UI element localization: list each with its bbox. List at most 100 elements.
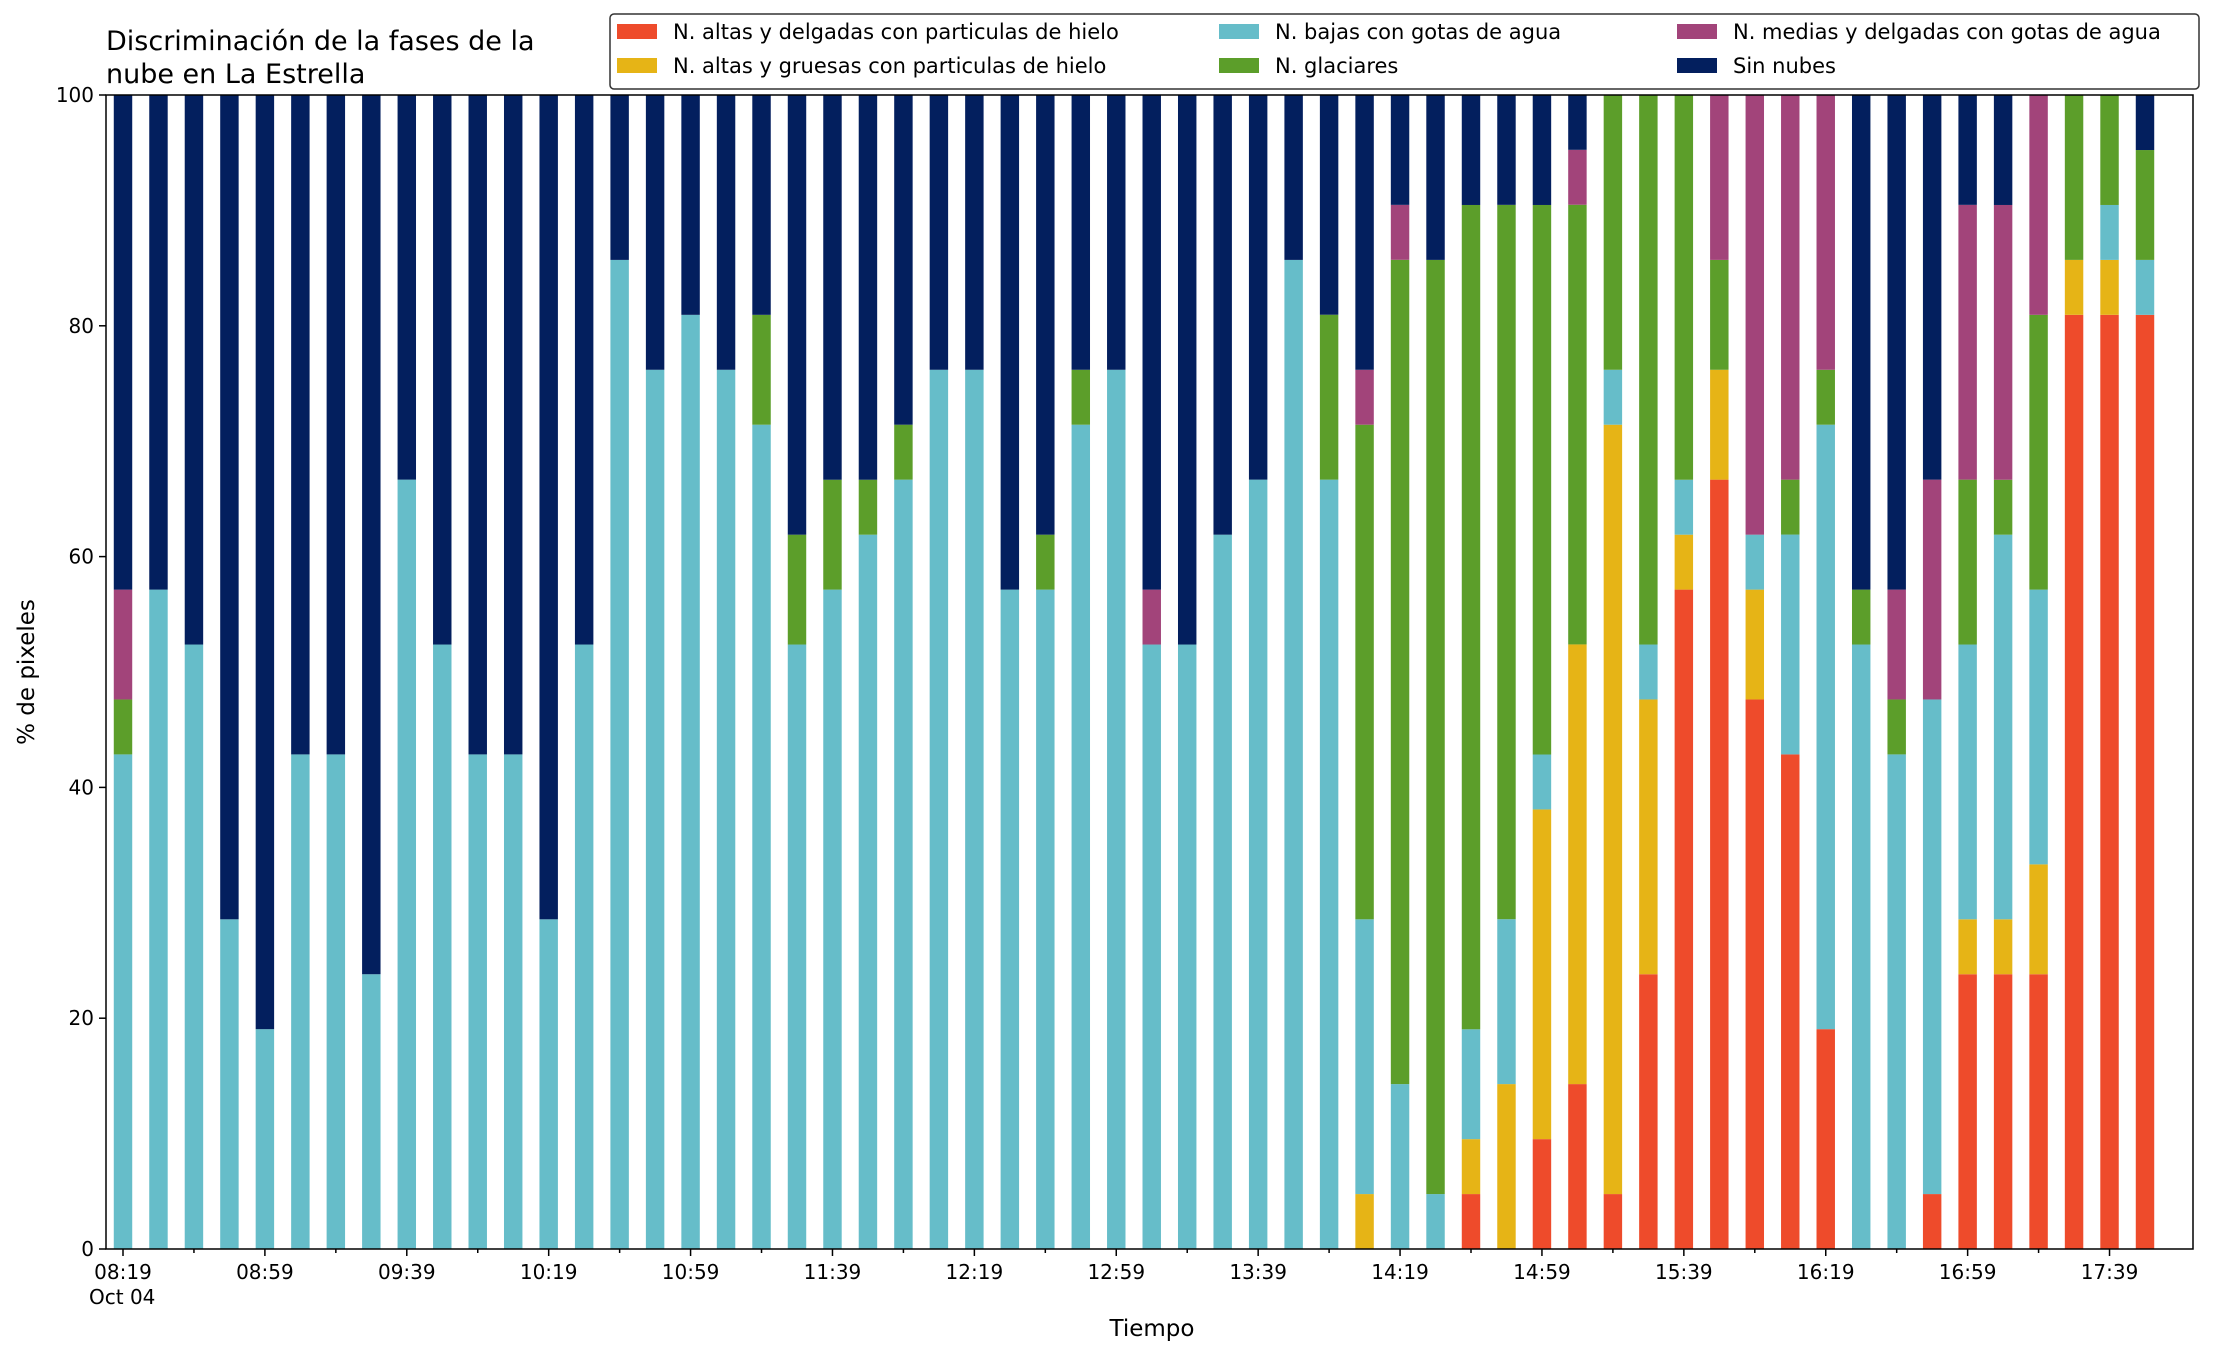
bar-segment xyxy=(1497,204,1516,920)
bar-segment xyxy=(433,644,452,1249)
y-tick-label: 40 xyxy=(69,775,94,799)
bar-segment xyxy=(1319,314,1339,480)
bar-segment xyxy=(2029,95,2048,315)
bar-segment xyxy=(929,369,949,1249)
bar-segment xyxy=(1142,589,1161,645)
bar-segment xyxy=(752,424,771,1249)
bar-segment xyxy=(1497,95,1516,205)
bar-segment xyxy=(1390,1084,1410,1249)
bar-segment xyxy=(716,369,736,1249)
bar-segment xyxy=(1745,534,1765,590)
bar-segment xyxy=(1461,204,1481,1030)
bar-segment xyxy=(2029,314,2048,590)
bar-segment xyxy=(752,95,771,315)
bar-segment xyxy=(255,95,275,1030)
legend-label: N. glaciares xyxy=(1275,54,1398,78)
bar-segment xyxy=(645,95,665,370)
bar-segment xyxy=(1781,754,1800,1249)
legend-swatch xyxy=(617,24,657,39)
bar-segment xyxy=(858,95,878,480)
bar-segment xyxy=(1710,479,1729,1250)
chart-title-line: Discriminación de la fases de la xyxy=(106,26,535,57)
x-tick-label: 17:39 xyxy=(2081,1260,2139,1284)
bar-segment xyxy=(1887,95,1906,590)
bar-segment xyxy=(610,95,629,260)
bar-segment xyxy=(1213,95,1232,535)
bar-segment xyxy=(574,644,594,1249)
bar-segment xyxy=(1603,424,1623,1195)
bar-segment xyxy=(149,589,168,1249)
bar-segment xyxy=(1000,589,1020,1249)
bar-segment xyxy=(1816,1029,1835,1249)
x-tick-label: 14:19 xyxy=(1371,1260,1429,1284)
bar-segment xyxy=(1497,919,1516,1085)
chart-title-line: nube en La Estrella xyxy=(106,59,365,90)
bar-segment xyxy=(1461,95,1481,205)
x-tick-label: 16:19 xyxy=(1797,1260,1855,1284)
bar-segment xyxy=(1248,479,1268,1250)
x-tick-label: 16:59 xyxy=(1939,1260,1997,1284)
bar-segment xyxy=(362,974,381,1249)
bar-segment xyxy=(1355,424,1374,920)
x-tick-label: 10:19 xyxy=(520,1260,578,1284)
bar-segment xyxy=(1390,259,1410,1085)
bar-segment xyxy=(2135,259,2155,315)
bar-segment xyxy=(1851,644,1871,1249)
y-tick-label: 60 xyxy=(69,545,94,569)
plot-frame xyxy=(105,94,2194,1250)
bar-segment xyxy=(1958,974,1977,1249)
bar-segment xyxy=(433,95,452,645)
bar-segment xyxy=(1958,95,1977,205)
x-tick-label: 15:39 xyxy=(1655,1260,1713,1284)
x-tick-label: 08:59 xyxy=(236,1260,294,1284)
bar-segment xyxy=(823,479,842,590)
bar-segment xyxy=(1071,95,1091,370)
bar-segment xyxy=(1993,919,2013,975)
legend-swatch xyxy=(1677,58,1717,73)
bar-segment xyxy=(1993,974,2013,1249)
bar-segment xyxy=(291,754,310,1249)
bar-segment xyxy=(113,95,133,590)
bar-segment xyxy=(1532,204,1552,755)
bar-segment xyxy=(1071,424,1091,1249)
bar-segment xyxy=(1568,149,1587,205)
bar-segment xyxy=(113,699,133,755)
bar-segment xyxy=(1213,534,1232,1249)
bar-segment xyxy=(1887,699,1906,755)
x-tick-label: 09:39 xyxy=(378,1260,436,1284)
bar-segment xyxy=(858,479,878,535)
bar-segment xyxy=(1284,95,1303,260)
bar-segment xyxy=(2100,314,2119,1249)
bar-segment xyxy=(1745,589,1765,700)
bar-segment xyxy=(716,95,736,370)
bar-segment xyxy=(858,534,878,1249)
bar-segment xyxy=(1461,1029,1481,1140)
bar-segment xyxy=(1497,1084,1516,1249)
x-tick-label: 14:59 xyxy=(1513,1260,1571,1284)
bar-segment xyxy=(1532,809,1552,1140)
bar-segment xyxy=(610,259,629,1249)
bar-segment xyxy=(1071,369,1091,425)
x-axis-label: Tiempo xyxy=(1109,1316,1195,1342)
bar-segment xyxy=(184,644,204,1249)
bar-segment xyxy=(1568,204,1587,645)
legend-label: N. bajas con gotas de agua xyxy=(1275,20,1561,44)
bar-segment xyxy=(220,95,239,920)
bar-segment xyxy=(1639,974,1658,1249)
legend-swatch xyxy=(1677,24,1717,39)
bar-segment xyxy=(2064,259,2084,315)
bar-segment xyxy=(397,95,417,480)
bar-segment xyxy=(965,95,984,370)
legend-swatch xyxy=(617,58,657,73)
bar-segment xyxy=(1958,479,1977,645)
legend-box xyxy=(609,13,2200,90)
bar-segment xyxy=(1107,369,1126,1249)
bar-segment xyxy=(1319,94,1339,315)
bar-segment xyxy=(1248,95,1268,480)
bar-segment xyxy=(645,369,665,1249)
bar-segment xyxy=(681,314,700,1249)
bar-segment xyxy=(1710,369,1729,480)
bar-segment xyxy=(1568,1084,1587,1249)
bar-segment xyxy=(1142,95,1161,590)
